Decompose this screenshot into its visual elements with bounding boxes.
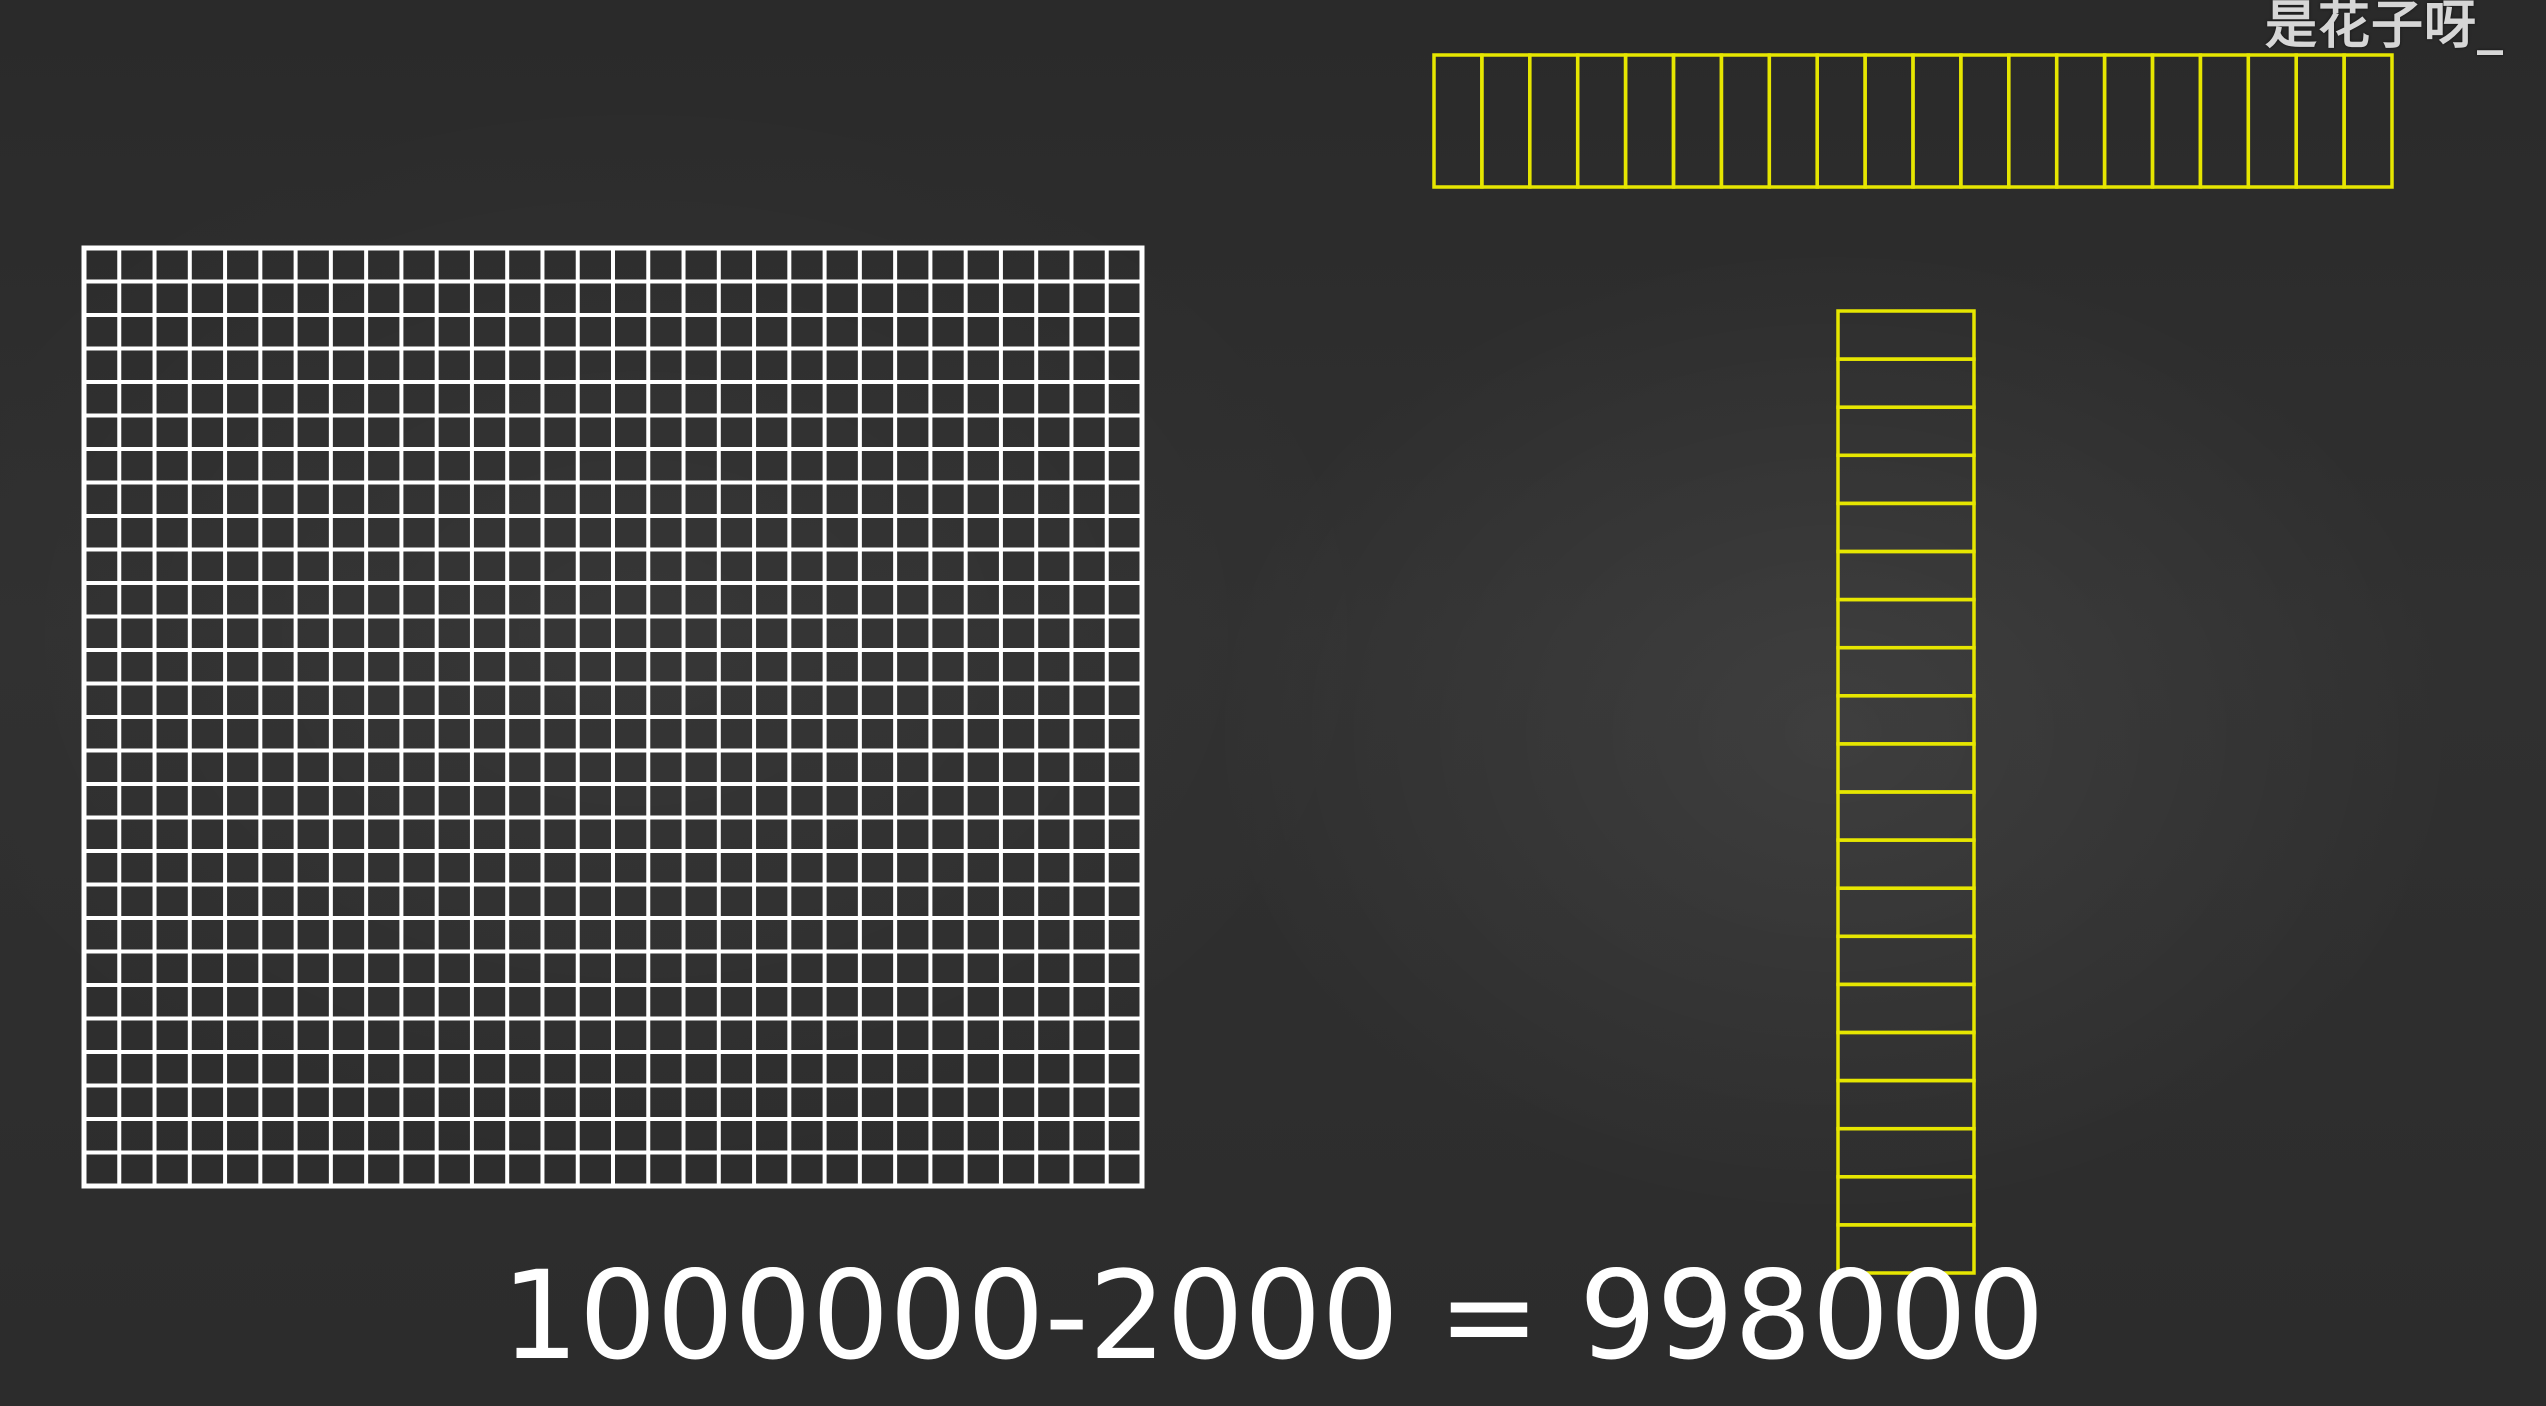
strip-cell [1432,53,1484,189]
strip-cell [1836,357,1976,409]
strip-cell [1836,309,1976,361]
strip-cell [1575,53,1628,189]
strip-cell [1836,886,1976,939]
strip-cell [1959,53,2011,189]
strip-cell [1836,934,1976,987]
strip-cell [1911,53,1963,189]
strip-cell [2102,53,2155,189]
strip-cell [1671,53,1724,189]
strip-cell [1836,1126,1976,1179]
strip-cell [1767,53,1819,189]
strip-cell [1836,838,1976,890]
strip-cell [1836,694,1976,746]
equation-text: 1000000-2000 = 998000 [501,1245,2045,1387]
strip-cell [1836,1078,1976,1131]
strip-cell [1815,53,1867,189]
strip-cell [1480,53,1532,189]
strip-cell [1836,501,1976,554]
strip-cell [2342,53,2394,189]
strip-cell [1528,53,1580,189]
vertical-yellow-strip [1836,309,1976,1275]
strip-cell [1836,645,1976,698]
strip-cell [1863,53,1915,189]
strip-cell [1836,790,1976,842]
strip-cell [1836,453,1976,506]
strip-cell [1836,982,1976,1035]
strip-cell [2007,53,2059,189]
watermark-text: 是花子呀_ [2265,0,2505,56]
strip-cell [1836,742,1976,794]
strip-cell [1836,1223,1976,1275]
strip-cell [1719,53,1772,189]
strip-cell [1623,53,1676,189]
strip-cell [1836,405,1976,458]
strip-cell [1836,1175,1976,1227]
strip-cell [1836,597,1976,650]
strip-cell [2198,53,2251,189]
strip-cell [2246,53,2298,189]
horizontal-yellow-strip [1432,53,2394,189]
strip-cell [2054,53,2107,189]
strip-cell [2294,53,2346,189]
strip-cell [2150,53,2203,189]
large-square-grid [81,245,1145,1189]
strip-cell [1836,549,1976,602]
strip-cell [1836,1030,1976,1083]
